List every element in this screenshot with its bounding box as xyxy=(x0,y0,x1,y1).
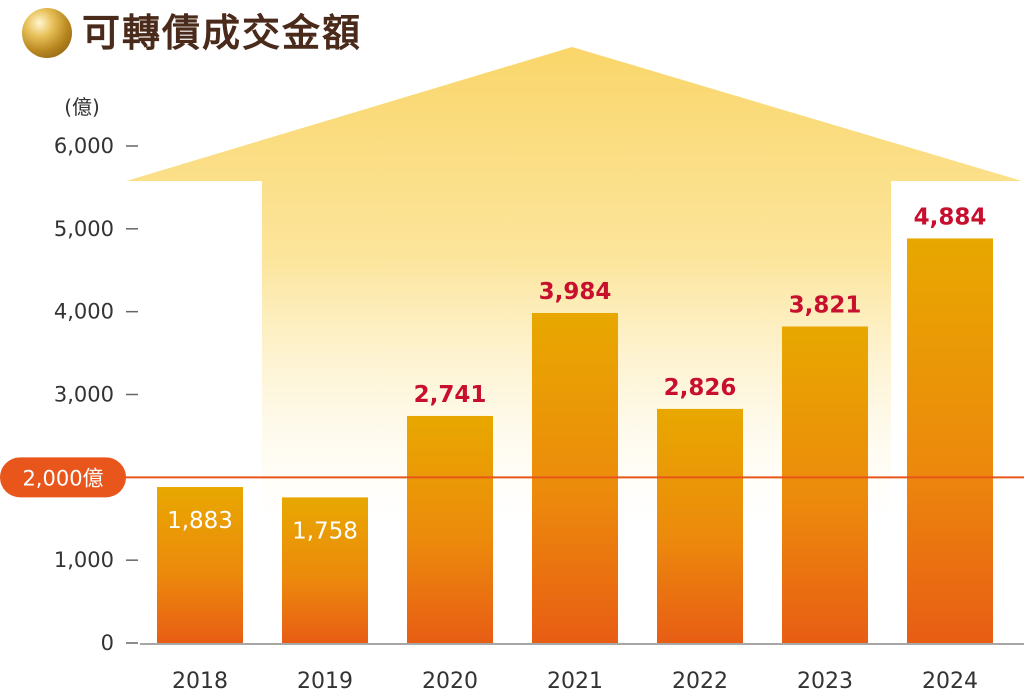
x-tick-label: 2024 xyxy=(922,669,978,694)
bar-2020 xyxy=(407,415,493,643)
bars: 1,883 1,758 2,741 3,984 2,826 3,821 4,884 xyxy=(157,204,993,643)
reference-badge xyxy=(0,457,126,498)
data-label-2020: 2,741 xyxy=(414,382,487,408)
gold-coin-icon xyxy=(22,8,72,58)
x-tick-label: 2018 xyxy=(172,669,228,694)
x-axis: 2018 2019 2020 2021 2022 2023 2024 xyxy=(140,643,1024,694)
reference-line: 2,000億 xyxy=(0,457,1024,498)
y-tick-label: 3,000 xyxy=(54,383,114,407)
x-tick-label: 2023 xyxy=(797,669,853,694)
reference-label: 2,000億 xyxy=(22,466,103,490)
bar-2024 xyxy=(907,238,993,643)
y-tick-label: 4,000 xyxy=(54,300,114,324)
bar-2023 xyxy=(782,326,868,643)
x-tick-label: 2019 xyxy=(297,669,353,694)
chart-title: 可轉債成交金額 xyxy=(82,11,363,55)
y-tick-label: 5,000 xyxy=(54,217,114,241)
x-tick-label: 2021 xyxy=(547,669,603,694)
bar-2018 xyxy=(157,487,243,643)
data-label-2024: 4,884 xyxy=(914,204,987,230)
data-label-2019: 1,758 xyxy=(292,518,358,544)
y-tick-label: 1,000 xyxy=(54,548,114,572)
x-tick-label: 2020 xyxy=(422,669,478,694)
y-axis: 0 1,000 3,000 4,000 5,000 6,000 xyxy=(54,134,138,655)
y-axis-unit: (億) xyxy=(64,95,100,119)
data-label-2021: 3,984 xyxy=(539,279,612,305)
bar-2019 xyxy=(282,497,368,643)
data-label-2018: 1,883 xyxy=(167,508,233,534)
data-label-2023: 3,821 xyxy=(789,292,862,318)
data-label-2022: 2,826 xyxy=(664,375,737,401)
y-tick-label: 6,000 xyxy=(54,134,114,158)
bar-2022 xyxy=(657,408,743,643)
x-tick-label: 2022 xyxy=(672,669,728,694)
y-tick-label: 0 xyxy=(101,631,114,655)
